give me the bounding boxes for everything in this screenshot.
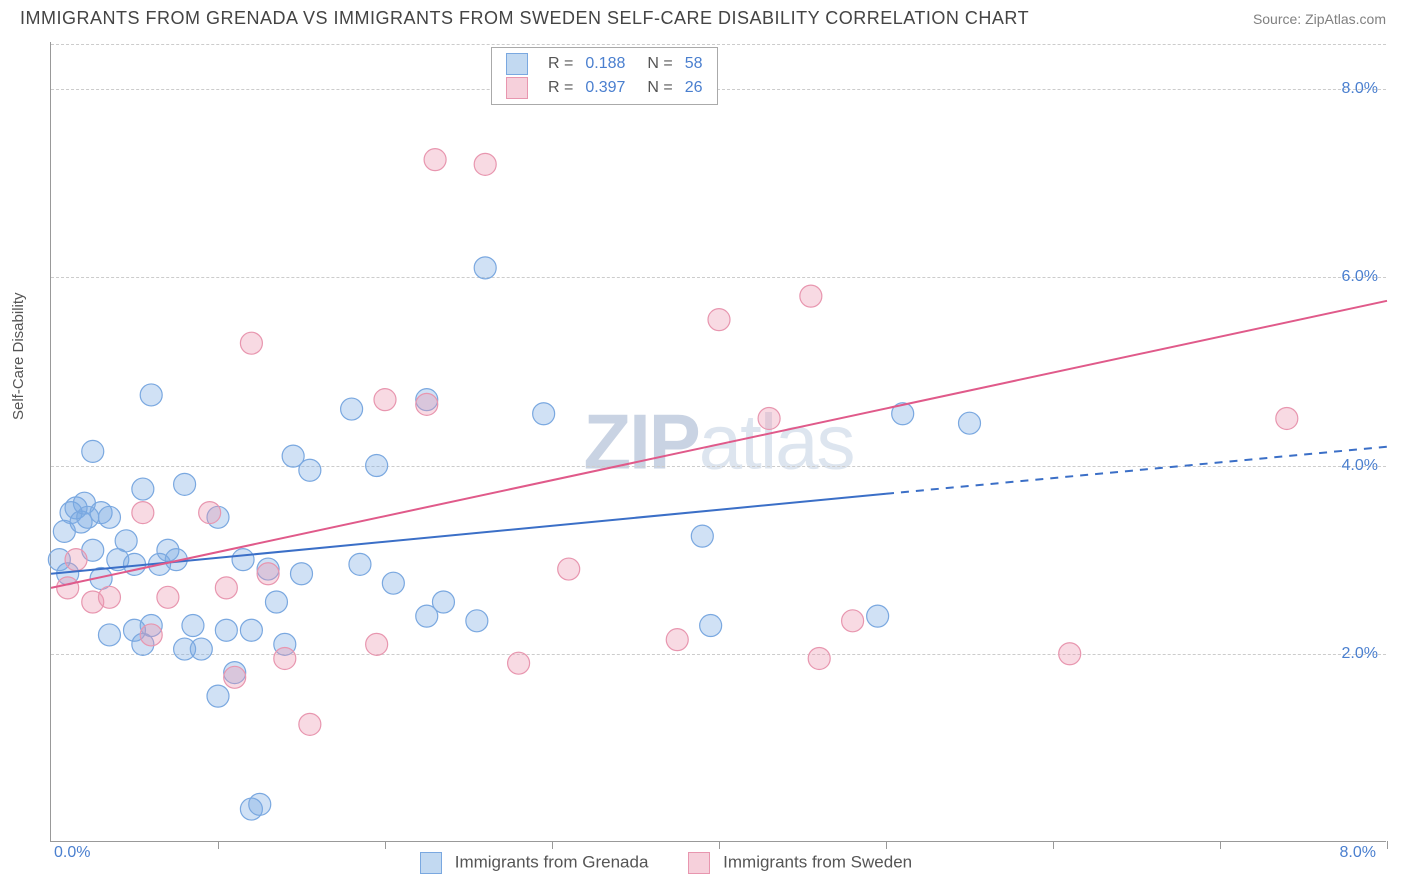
data-point bbox=[224, 666, 246, 688]
data-point bbox=[708, 309, 730, 331]
x-max-label: 8.0% bbox=[1340, 844, 1376, 862]
data-point bbox=[115, 530, 137, 552]
data-point bbox=[466, 610, 488, 632]
chart-plot-area: ZIPatlas 2.0%4.0%6.0%8.0% R = 0.188 N = … bbox=[50, 42, 1386, 842]
trendline-extrapolated bbox=[886, 447, 1387, 494]
data-point bbox=[98, 624, 120, 646]
stats-row-grenada: R = 0.188 N = 58 bbox=[506, 52, 703, 76]
swatch-blue-icon bbox=[506, 53, 528, 75]
data-point bbox=[232, 549, 254, 571]
data-point bbox=[558, 558, 580, 580]
y-axis-label: Self-Care Disability bbox=[10, 292, 27, 420]
data-point bbox=[98, 586, 120, 608]
data-point bbox=[1059, 643, 1081, 665]
data-point bbox=[249, 793, 271, 815]
data-point bbox=[157, 586, 179, 608]
data-point bbox=[132, 478, 154, 500]
data-point bbox=[174, 473, 196, 495]
data-point bbox=[758, 407, 780, 429]
data-point bbox=[366, 633, 388, 655]
n-value-sweden: 26 bbox=[685, 76, 703, 100]
data-point bbox=[867, 605, 889, 627]
data-point bbox=[65, 549, 87, 571]
source-label: Source: ZipAtlas.com bbox=[1253, 11, 1386, 27]
data-point bbox=[257, 563, 279, 585]
xtick bbox=[1387, 841, 1388, 849]
data-point bbox=[341, 398, 363, 420]
data-point bbox=[140, 624, 162, 646]
data-point bbox=[291, 563, 313, 585]
n-value-grenada: 58 bbox=[685, 52, 703, 76]
data-point bbox=[374, 389, 396, 411]
data-point bbox=[1276, 407, 1298, 429]
page-title: IMMIGRANTS FROM GRENADA VS IMMIGRANTS FR… bbox=[20, 8, 1029, 29]
data-point bbox=[474, 257, 496, 279]
swatch-pink-icon bbox=[506, 77, 528, 99]
data-point bbox=[190, 638, 212, 660]
swatch-pink-icon bbox=[688, 852, 710, 874]
data-point bbox=[240, 619, 262, 641]
r-value-sweden: 0.397 bbox=[585, 76, 625, 100]
data-point bbox=[700, 615, 722, 637]
data-point bbox=[424, 149, 446, 171]
data-point bbox=[842, 610, 864, 632]
data-point bbox=[432, 591, 454, 613]
data-point bbox=[533, 403, 555, 425]
data-point bbox=[82, 440, 104, 462]
data-point bbox=[98, 506, 120, 528]
data-point bbox=[474, 153, 496, 175]
scatter-plot bbox=[51, 42, 1386, 841]
data-point bbox=[666, 629, 688, 651]
data-point bbox=[140, 384, 162, 406]
data-point bbox=[57, 577, 79, 599]
data-point bbox=[215, 619, 237, 641]
data-point bbox=[265, 591, 287, 613]
r-value-grenada: 0.188 bbox=[585, 52, 625, 76]
data-point bbox=[132, 502, 154, 524]
data-point bbox=[382, 572, 404, 594]
data-point bbox=[240, 332, 262, 354]
data-point bbox=[691, 525, 713, 547]
data-point bbox=[800, 285, 822, 307]
data-point bbox=[959, 412, 981, 434]
legend-item-sweden: Immigrants from Sweden bbox=[688, 852, 912, 874]
data-point bbox=[808, 647, 830, 669]
stats-row-sweden: R = 0.397 N = 26 bbox=[506, 76, 703, 100]
data-point bbox=[349, 553, 371, 575]
x-min-label: 0.0% bbox=[54, 844, 90, 862]
series-legend: Immigrants from Grenada Immigrants from … bbox=[420, 852, 912, 874]
stats-legend: R = 0.188 N = 58 R = 0.397 N = 26 bbox=[491, 47, 718, 105]
data-point bbox=[299, 459, 321, 481]
legend-item-grenada: Immigrants from Grenada bbox=[420, 852, 648, 874]
data-point bbox=[299, 713, 321, 735]
data-point bbox=[199, 502, 221, 524]
data-point bbox=[182, 615, 204, 637]
data-point bbox=[416, 393, 438, 415]
data-point bbox=[274, 647, 296, 669]
data-point bbox=[215, 577, 237, 599]
swatch-blue-icon bbox=[420, 852, 442, 874]
data-point bbox=[366, 455, 388, 477]
data-point bbox=[508, 652, 530, 674]
data-point bbox=[207, 685, 229, 707]
